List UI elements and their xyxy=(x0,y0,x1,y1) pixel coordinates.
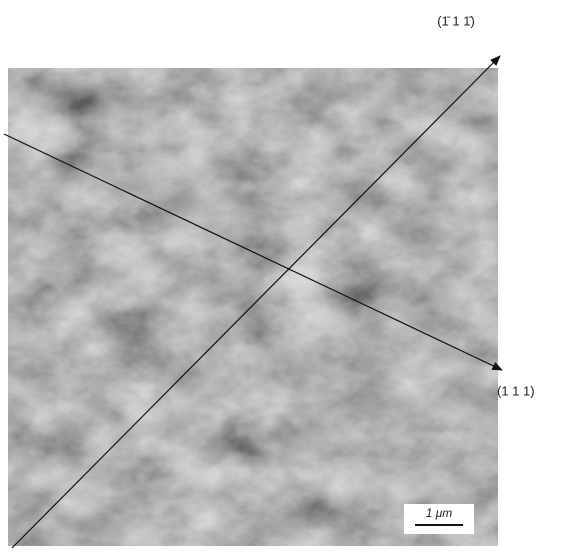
micrograph xyxy=(8,68,498,546)
page: (1̄ 1 1̄) (1 1 1) 1 μm (() => { const da… xyxy=(0,0,572,556)
direction-label: (1 1 1) xyxy=(497,383,535,398)
direction-label: (1̄ 1 1̄) xyxy=(437,13,475,28)
figure: (1̄ 1 1̄) (1 1 1) 1 μm xyxy=(0,0,572,556)
scale-bar-label: 1 μm xyxy=(426,506,453,520)
